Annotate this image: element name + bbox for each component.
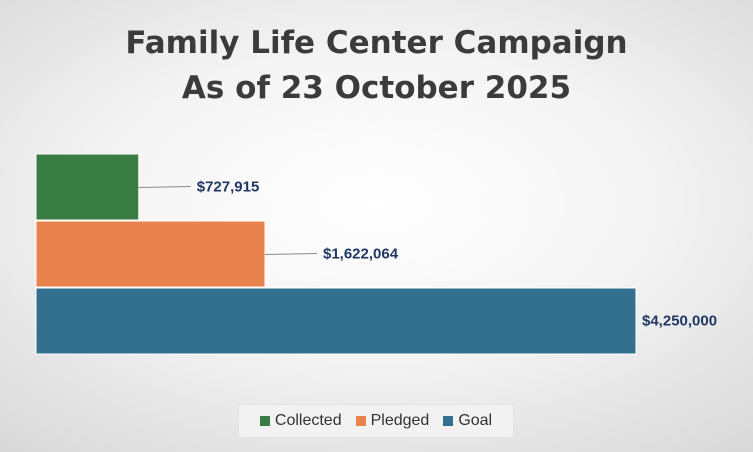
leader-line-collected — [138, 186, 191, 188]
bar-pledged — [35, 220, 266, 288]
legend-swatch-collected — [259, 416, 270, 426]
legend-item-collected: Collected — [259, 412, 342, 430]
legend-label-pledged: Pledged — [370, 412, 430, 429]
legend-label-goal: Goal — [458, 412, 493, 429]
legend-item-goal: Goal — [443, 412, 492, 430]
legend-label-collected: Collected — [274, 412, 342, 429]
chart-legend: Collected Pledged Goal — [238, 404, 514, 438]
chart-subtitle: As of 23 October 2025 — [181, 70, 572, 106]
data-label-collected: $727,915 — [197, 179, 260, 196]
chart-title: Family Life Center Campaign — [125, 25, 628, 61]
leader-line-pledged — [264, 253, 318, 255]
legend-swatch-goal — [443, 416, 454, 426]
legend-item-pledged: Pledged — [355, 412, 430, 430]
data-label-goal: $4,250,000 — [642, 313, 717, 330]
bar-goal — [35, 287, 637, 355]
bar-collected — [35, 153, 140, 221]
legend-swatch-pledged — [355, 416, 366, 426]
data-label-pledged: $1,622,064 — [323, 246, 399, 263]
